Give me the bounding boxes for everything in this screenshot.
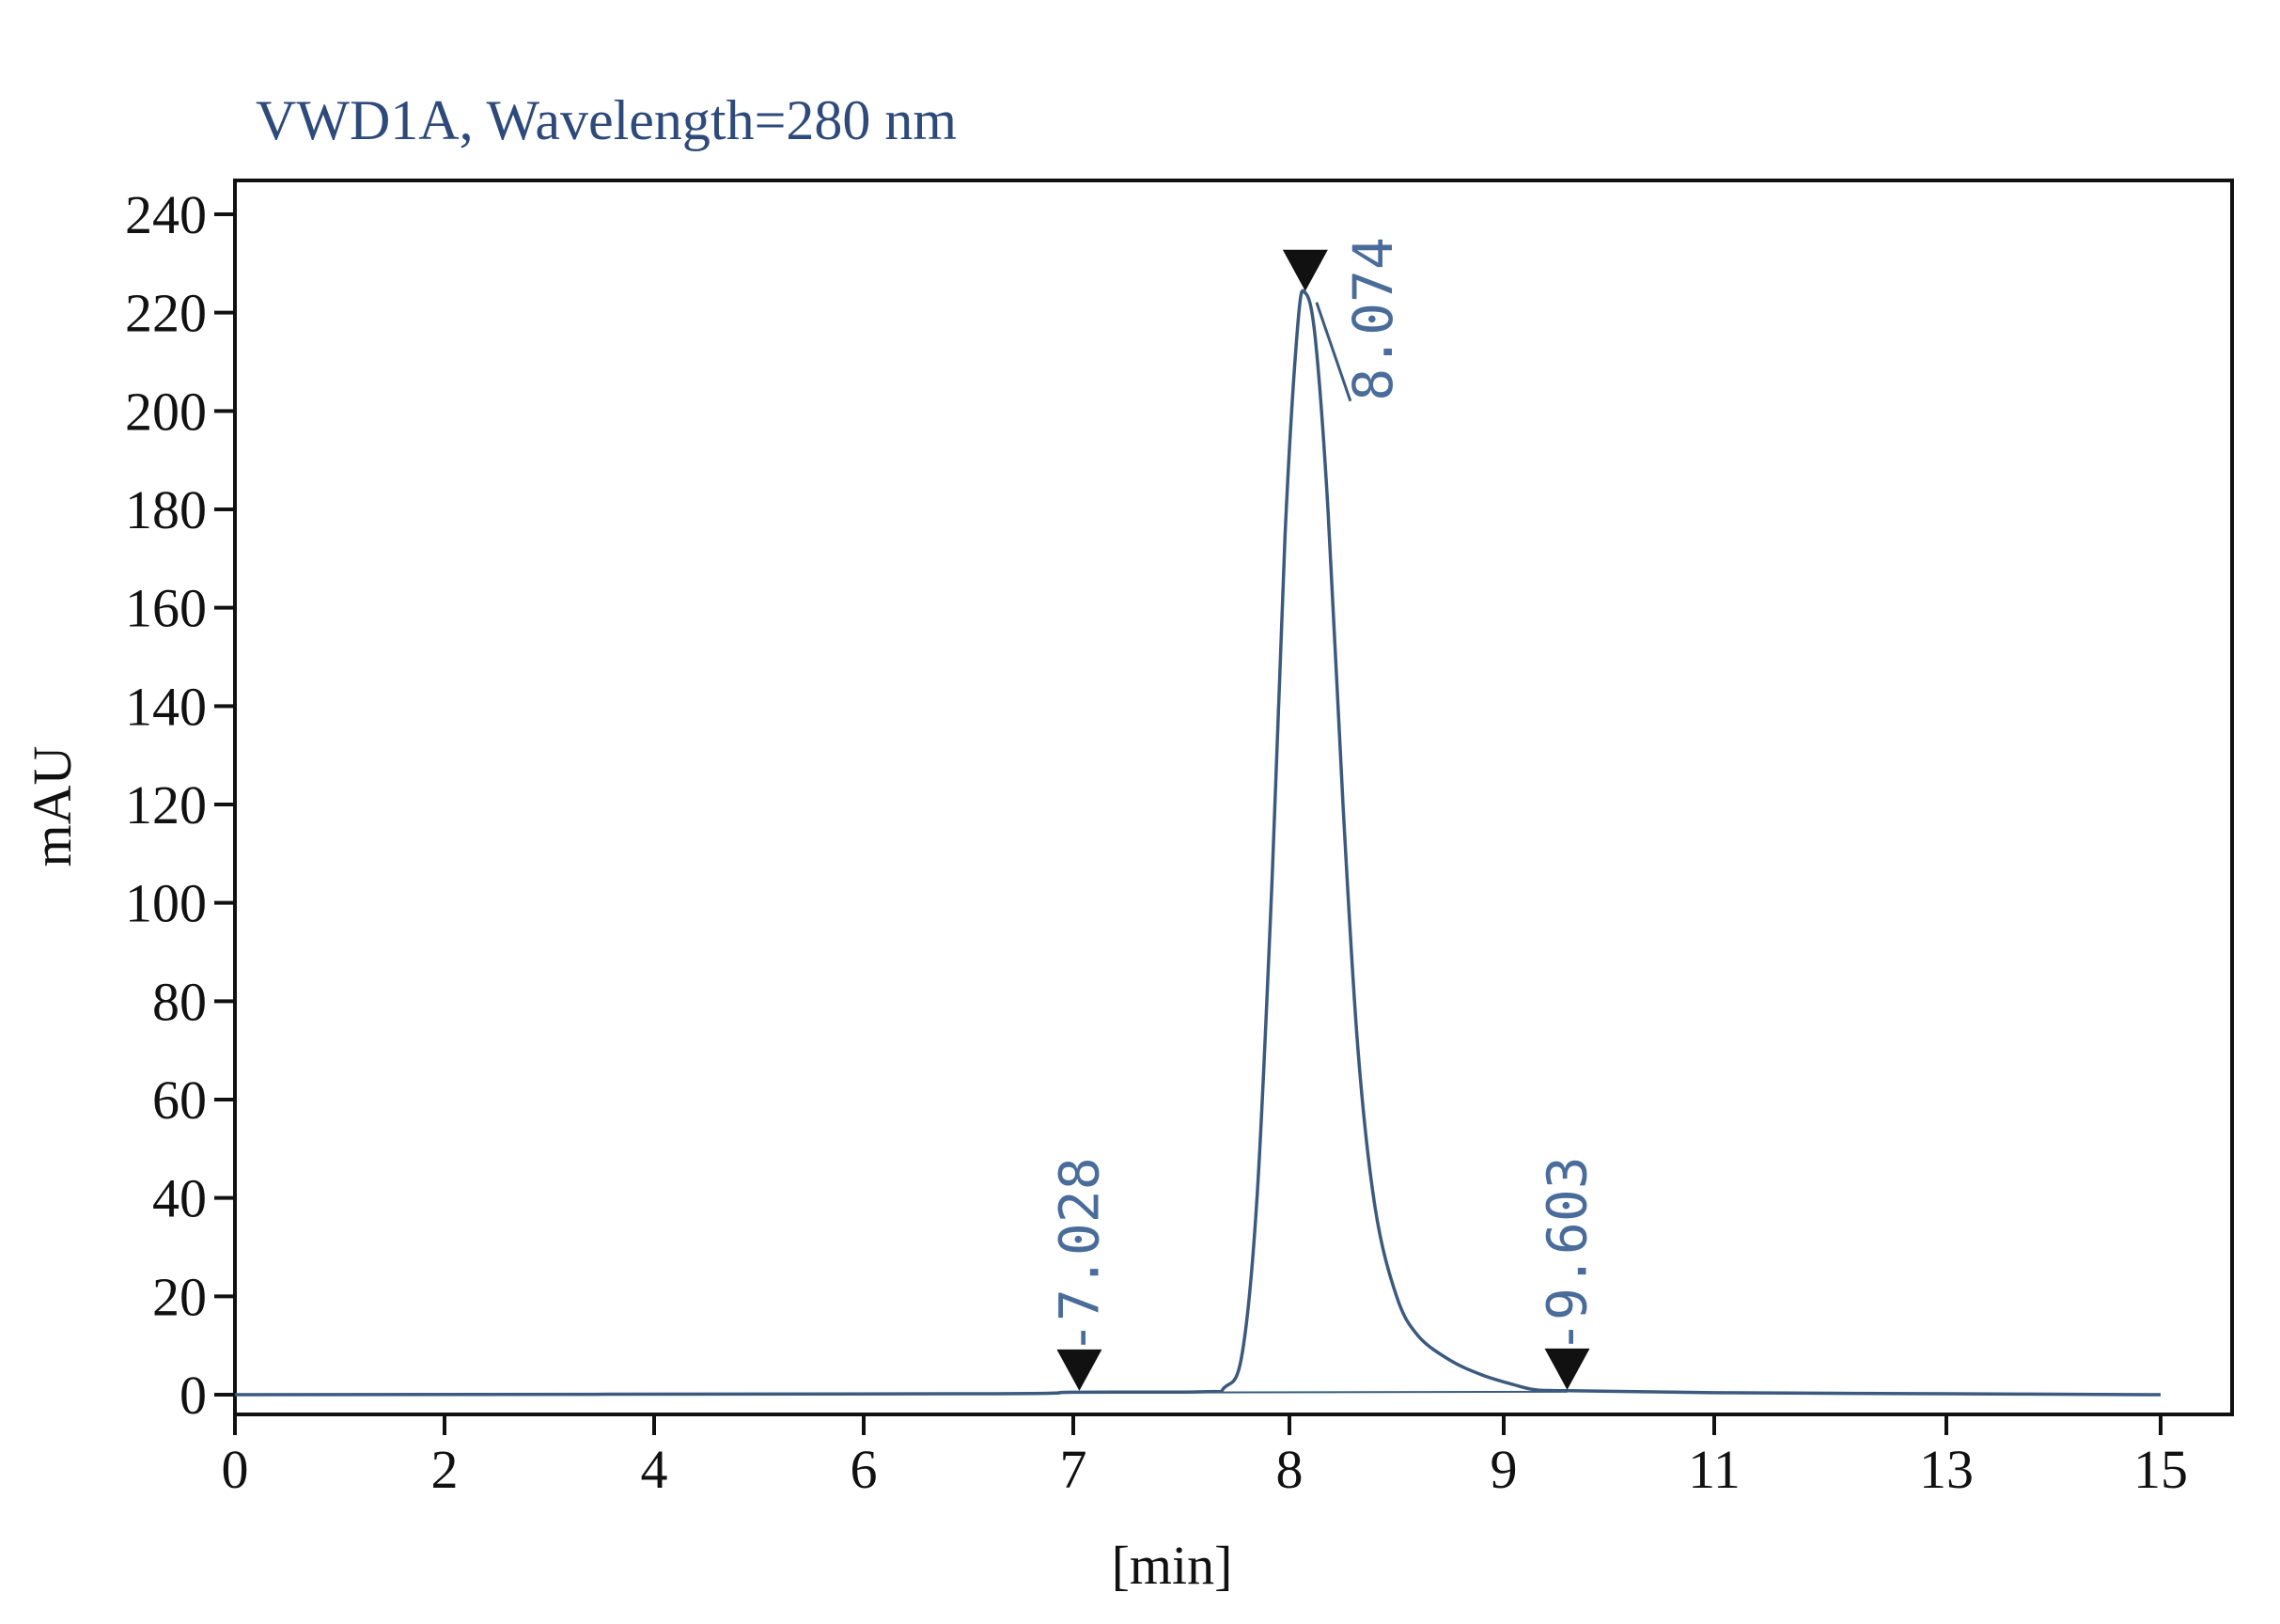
x-tick-label-9: 9	[1491, 1439, 1518, 1500]
peak-label-3: -9.603	[1536, 1156, 1600, 1353]
x-tick-label-6: 6	[851, 1439, 878, 1500]
y-tick-label-180: 180	[125, 479, 207, 540]
y-axis-label: mAU	[22, 746, 83, 867]
y-tick-label-60: 60	[152, 1070, 207, 1131]
peak-marker-3	[1544, 1348, 1590, 1390]
x-tick-label-11: 11	[1688, 1439, 1741, 1500]
x-tick-label-7: 7	[1060, 1439, 1087, 1500]
peak-marker-2	[1282, 249, 1328, 291]
peak-label-leader	[1315, 302, 1352, 402]
peak-marker-1	[1056, 1349, 1102, 1391]
y-tick-label-200: 200	[125, 381, 207, 442]
y-axis: 0 20 40 60 80 100 120 140 160 180 200 220 240	[125, 184, 235, 1426]
x-tick-label-2: 2	[431, 1439, 459, 1500]
plot-frame	[233, 179, 2234, 1416]
plot-area: -7.028 8.074 -9.603	[234, 237, 2162, 1397]
chart-title: VWD1A, Wavelength=280 nm	[256, 89, 957, 151]
y-tick-label-100: 100	[125, 873, 207, 934]
y-tick-label-80: 80	[152, 971, 207, 1032]
x-axis: 0 2 4 6 7 8 9 11 13 15	[222, 1414, 2188, 1500]
x-tick-label-4: 4	[641, 1439, 668, 1500]
x-tick-label-8: 8	[1276, 1439, 1304, 1500]
y-tick-label-120: 120	[125, 774, 207, 835]
y-tick-label-20: 20	[152, 1266, 207, 1327]
y-tick-label-240: 240	[125, 184, 207, 245]
y-tick-label-220: 220	[125, 283, 207, 344]
y-tick-label-160: 160	[125, 578, 207, 639]
chromatogram-trace	[234, 289, 2162, 1397]
peak-label-2: 8.074	[1341, 237, 1405, 401]
y-tick-label-140: 140	[125, 676, 207, 737]
y-tick-label-0: 0	[180, 1365, 207, 1426]
x-tick-label-13: 13	[1919, 1439, 1974, 1500]
x-tick-label-15: 15	[2133, 1439, 2188, 1500]
x-axis-label: [min]	[1112, 1535, 1233, 1596]
x-tick-label-0: 0	[222, 1439, 249, 1500]
y-tick-label-40: 40	[152, 1168, 207, 1229]
peak-label-1: -7.028	[1047, 1157, 1111, 1354]
